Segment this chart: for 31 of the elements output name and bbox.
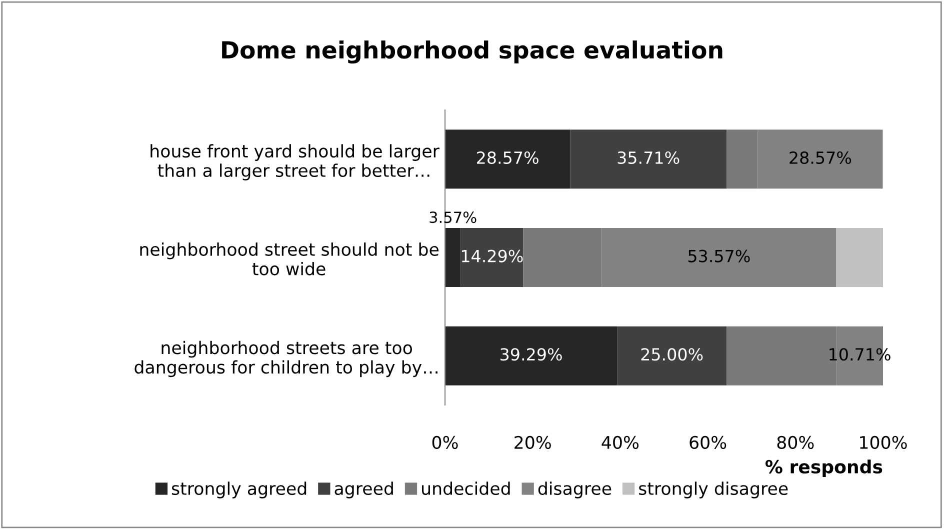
data-label: 28.57% xyxy=(790,151,852,164)
data-label: 35.71% xyxy=(618,151,680,164)
legend-label: disagree xyxy=(538,482,612,498)
data-label: 3.57% xyxy=(430,212,476,224)
y-tick-label: neighborhood streets are too dangerous for children to play by… xyxy=(134,340,438,378)
legend-label: strongly disagree xyxy=(639,482,788,498)
legend-label: undecided xyxy=(422,482,510,496)
x-tick-label: 100% xyxy=(860,436,907,449)
bar xyxy=(570,130,727,189)
x-axis-title: % responds xyxy=(765,460,882,478)
x-tick-label: 0% xyxy=(432,436,458,449)
bar xyxy=(617,326,727,386)
data-label: 53.57% xyxy=(688,250,750,262)
legend-label: agreed xyxy=(334,482,393,498)
y-tick-label: neighborhood street should not be too wide xyxy=(140,242,439,276)
data-label: 25.00% xyxy=(641,348,703,361)
x-tick-label: 40% xyxy=(602,436,639,449)
bar xyxy=(836,228,883,287)
data-label: 39.29% xyxy=(500,348,562,361)
bar xyxy=(460,228,524,287)
chart-title: Dome neighborhood space evaluation xyxy=(222,40,722,64)
x-tick-label: 80% xyxy=(777,436,814,449)
data-label: 28.57% xyxy=(477,151,538,164)
legend-label: strongly agreed xyxy=(172,482,306,498)
x-tick-label: 60% xyxy=(690,436,726,449)
bar xyxy=(445,326,618,386)
bar xyxy=(445,228,461,287)
x-tick-label: 20% xyxy=(514,436,551,449)
data-label: 14.29% xyxy=(462,250,523,262)
y-tick-label: house front yard should be larger than a larger street for better… xyxy=(150,144,440,180)
bar xyxy=(445,130,570,189)
